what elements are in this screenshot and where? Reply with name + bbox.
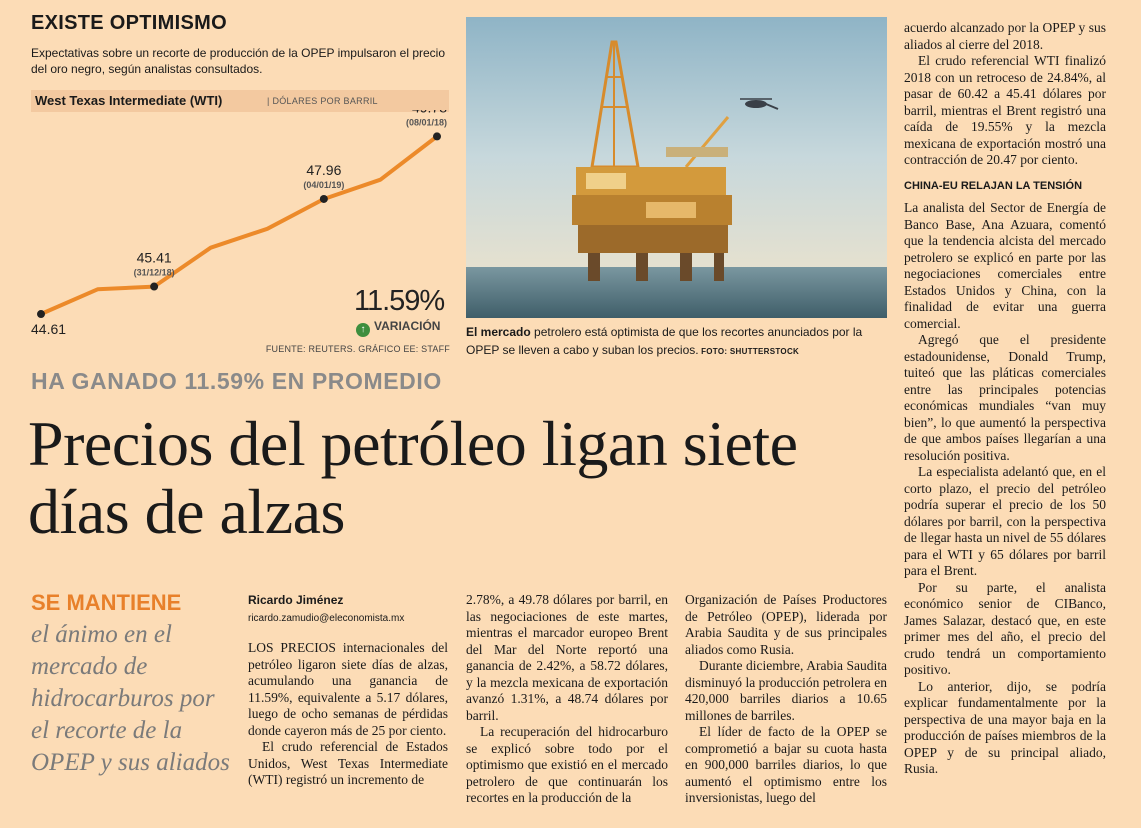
body-column-4: acuerdo alcanzado por la OPEP y sus alia…: [904, 20, 1106, 778]
data-point-marker: [37, 310, 45, 319]
paragraph: acuerdo alcanzado por la OPEP y sus alia…: [904, 20, 1106, 52]
body-column-1: LOS PRECIOS internacionales del petróleo…: [248, 640, 448, 789]
chart-series-label: West Texas Intermediate (WTI): [35, 93, 223, 108]
author-email[interactable]: ricardo.zamudio@eleconomista.mx: [248, 613, 405, 624]
paragraph: Por su parte, el analista económico seni…: [904, 579, 1106, 678]
data-value-label: 49.78: [412, 110, 447, 115]
data-point-marker: [150, 282, 159, 291]
chart-description: Expectativas sobre un recorte de producc…: [31, 46, 446, 76]
data-value-label: 47.96: [306, 162, 341, 178]
paragraph: 2.78%, a 49.78 dólares por barril, en la…: [466, 592, 668, 723]
oil-platform-photo: [466, 17, 887, 318]
data-value-label: 45.41: [137, 250, 172, 266]
body-column-3: Organización de Países Productores de Pe…: [685, 592, 887, 807]
subheading: CHINA-EU RELAJAN LA TENSIÓN: [904, 179, 1083, 192]
paragraph: El líder de facto de la OPEP se comprome…: [685, 724, 887, 805]
change-percentage: 11.59%: [354, 285, 445, 317]
author-name: Ricardo Jiménez: [248, 593, 344, 607]
wti-series-line: [39, 134, 439, 316]
paragraph: La analista del Sector de Energía de Ban…: [904, 200, 1106, 331]
paragraph: La recuperación del hidrocarburo se expl…: [466, 724, 668, 805]
paragraph: Lo anterior, dijo, se podría explicar fu…: [904, 678, 1106, 777]
arrow-up-icon: ↑: [356, 323, 370, 337]
chart-series-band: West Texas Intermediate (WTI) | DÓLARES …: [31, 90, 449, 112]
paragraph: LOS PRECIOS internacionales del petróleo…: [248, 640, 448, 738]
article-kicker: HA GANADO 11.59% EN PROMEDIO: [31, 368, 442, 394]
data-date-label: (04/01/19): [303, 180, 344, 190]
body-column-2: 2.78%, a 49.78 dólares por barril, en la…: [466, 592, 668, 807]
photo-caption: El mercado petrolero está optimista de q…: [466, 323, 887, 361]
caption-text: petrolero está optimista de que los reco…: [466, 325, 863, 357]
change-label-text: VARIACIÓN: [374, 319, 441, 333]
chart-source: FUENTE: REUTERS. GRÁFICO EE: STAFF: [265, 344, 450, 354]
caption-credit: FOTO: SHUTTERSTOCK: [698, 347, 800, 356]
data-date-label: (08/01/18): [406, 117, 447, 127]
data-point-marker: [433, 132, 441, 141]
paragraph: El crudo referencial de Estados Unidos, …: [248, 739, 448, 787]
change-label: ↑ VARIACIÓN: [356, 319, 440, 337]
sidebar-kicker: SE MANTIENE: [31, 590, 182, 615]
paragraph: Durante diciembre, Arabia Saudita dismin…: [685, 658, 887, 723]
data-date-label: (31/12/18): [134, 268, 175, 278]
paragraph: Agregó que el presidente estadounidense,…: [904, 332, 1106, 463]
paragraph: Organización de Países Productores de Pe…: [685, 592, 887, 657]
paragraph: El crudo referencial WTI finalizó 2018 c…: [904, 53, 1106, 167]
data-point-marker: [319, 194, 328, 203]
data-value-label: 44.61: [31, 321, 66, 337]
chart-unit-label: | DÓLARES POR BARRIL: [267, 96, 378, 106]
sidebar-deck: el ánimo en el mercado de hidrocarburos …: [31, 621, 230, 776]
wti-line-chart: 44.61(27/12/18)45.41(31/12/18)47.96(04/0…: [31, 110, 447, 337]
caption-lead: El mercado: [466, 325, 531, 339]
paragraph: La especialista adelantó que, en el cort…: [904, 464, 1106, 578]
article-headline: Precios del petróleo ligan siete días de…: [28, 408, 798, 547]
chart-box-title: EXISTE OPTIMISMO: [31, 12, 227, 34]
